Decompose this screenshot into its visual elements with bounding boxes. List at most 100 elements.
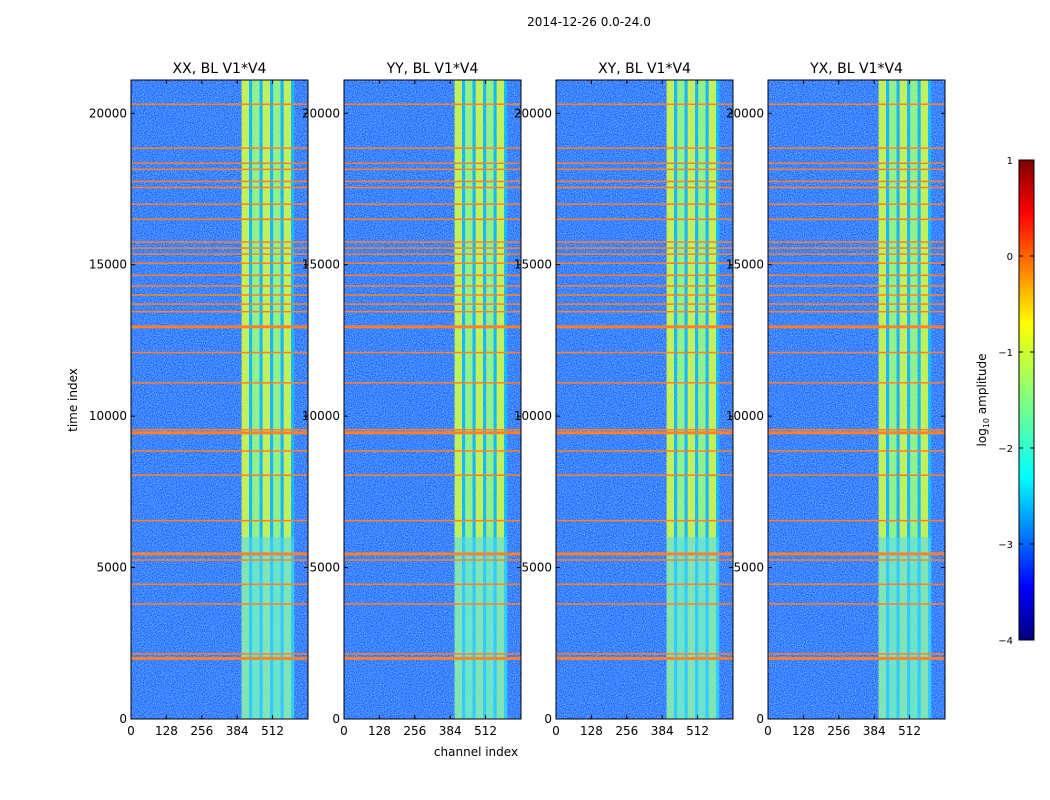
flagged-row [768,303,945,305]
x-axis-label: channel index [434,745,518,759]
flagged-row [556,180,733,183]
flagged-row [344,559,521,561]
flagged-row [556,310,733,313]
flagged-row [344,303,521,305]
x-tick-label: 256 [615,724,638,738]
flagged-row [768,429,945,431]
flagged-row [768,180,945,183]
flagged-row [344,203,521,205]
panel-title: XX, BL V1*V4 [173,61,267,77]
flagged-row [556,382,733,384]
x-tick-label: 128 [580,724,603,738]
flagged-row [344,310,521,313]
flagged-row [556,294,733,296]
flagged-row [556,583,733,585]
flagged-row [344,147,521,149]
flagged-row [131,285,308,287]
panel-2: XY, BL V1*V4 0 128 256 384 512 0 5000 10000 15000… [514,61,734,738]
panel-frame [130,79,309,720]
flagged-row [768,186,945,189]
panel-0: XX, BL V1*V4 0 128 256 384 512 0 5000 10000 15000… [89,61,309,738]
flagged-row [556,603,733,605]
flagged-row [344,429,521,431]
y-tick-label: 10000 [302,409,340,423]
flagged-row [344,180,521,183]
flagged-row [556,147,733,149]
x-tick-label: 128 [155,724,178,738]
flagged-row [344,241,521,243]
flagged-row [344,583,521,585]
y-tick-label: 15000 [514,258,552,272]
flagged-row [768,450,945,452]
y-tick-label: 0 [756,712,764,726]
x-tick-label: 0 [552,724,560,738]
flagged-row [768,351,945,354]
flagged-row [556,474,733,476]
flagged-row [556,262,733,264]
y-tick-label: 15000 [302,258,340,272]
band-noise [878,80,932,719]
x-tick-label: 0 [340,724,348,738]
band-noise [666,80,720,719]
flagged-row [768,310,945,313]
panel-title: YX, BL V1*V4 [809,61,903,77]
flagged-row [131,351,308,354]
flagged-row [131,325,308,329]
y-axis-label: time index [66,368,80,432]
flagged-row [344,603,521,605]
flagged-row [556,162,733,165]
flagged-row [131,552,308,556]
flagged-row [344,103,521,105]
x-tick-label: 128 [792,724,815,738]
flagged-row [556,656,733,660]
flagged-row [768,274,945,277]
colorbar: 10−1−2−3−4 log10 amplitude [975,156,1035,647]
flagged-row [344,294,521,296]
flagged-row [768,382,945,384]
panel-frame [767,79,946,720]
x-tick-label: 384 [439,724,462,738]
x-tick-label: 384 [863,724,886,738]
flagged-row [768,253,945,255]
flagged-row [556,253,733,255]
flagged-row [768,162,945,165]
x-tick-label: 128 [368,724,391,738]
flagged-row [344,656,521,660]
flagged-row [131,162,308,165]
y-tick-label: 10000 [726,409,764,423]
x-tick-label: 384 [651,724,674,738]
flagged-row [131,180,308,183]
flagged-row [131,303,308,305]
flagged-row [131,294,308,296]
panel-title: XY, BL V1*V4 [598,61,691,77]
flagged-row [131,429,308,431]
y-tick-label: 10000 [89,409,127,423]
band-noise [241,80,295,719]
flagged-row [131,147,308,149]
flagged-row [768,247,945,249]
flagged-row [768,603,945,605]
x-tick-label: 0 [127,724,135,738]
flagged-row [768,474,945,476]
flagged-row [556,103,733,105]
flagged-row [344,552,521,556]
flagged-row [344,450,521,452]
flagged-row [131,559,308,561]
x-tick-label: 512 [898,724,921,738]
colorbar-label-rest: amplitude [975,354,989,418]
flagged-row [131,310,308,313]
flagged-row [556,218,733,221]
flagged-row [556,429,733,431]
flagged-row [556,653,733,655]
flagged-row [768,168,945,171]
flagged-row [344,253,521,255]
flagged-row [556,519,733,522]
flagged-row [344,325,521,329]
flagged-row [131,603,308,605]
flagged-row [768,147,945,149]
y-tick-label: 5000 [521,561,552,575]
figure-suptitle: 2014-12-26 0.0-24.0 [527,15,651,29]
flagged-row [131,474,308,476]
colorbar-tick-label: 1 [1007,156,1013,167]
